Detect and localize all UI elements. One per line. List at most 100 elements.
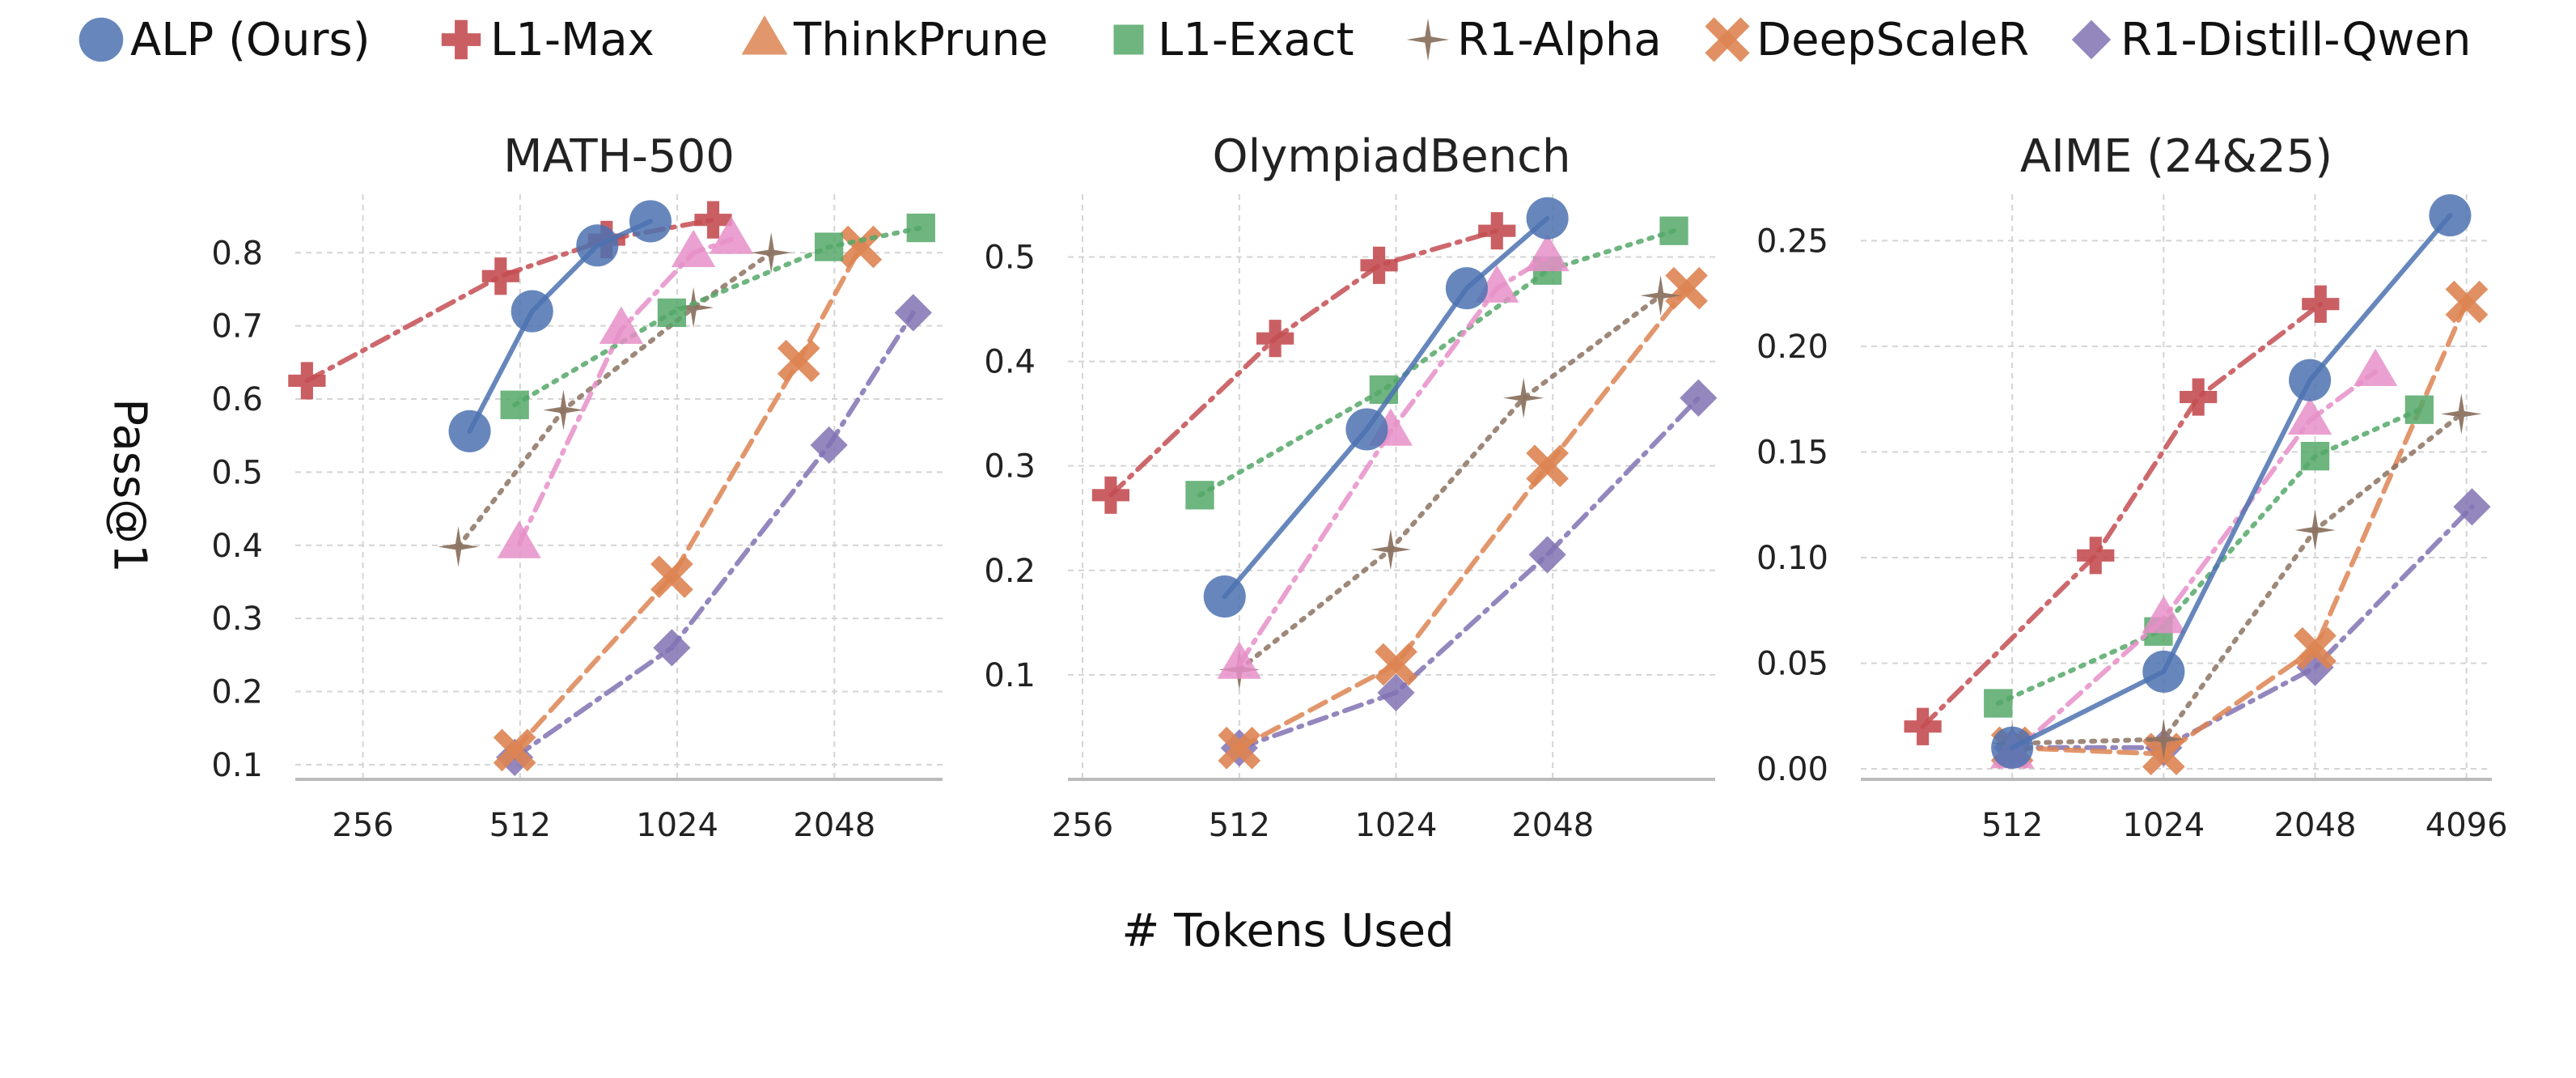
data-point: [288, 362, 326, 400]
legend-marker-r1distill: [2071, 19, 2112, 60]
chart-title: MATH-500: [503, 130, 735, 183]
data-point: [497, 520, 541, 558]
series-line-r1alpha: [455, 250, 774, 550]
y-tick-label: 0.7: [211, 308, 263, 346]
series-alp: [448, 200, 672, 452]
y-tick-label: 0.1: [211, 747, 263, 784]
series-line-deepscaler: [512, 244, 863, 753]
data-point: [694, 201, 732, 239]
series-l1max: [1091, 212, 1516, 514]
data-point: [2294, 626, 2337, 670]
data-point: [751, 232, 792, 274]
legend-entry-r1alpha: R1-Alpha: [1404, 11, 1662, 68]
series-line-pink: [516, 237, 734, 546]
data-point: [1659, 216, 1688, 245]
data-point: [1091, 476, 1129, 514]
legend-label: ThinkPrune: [794, 13, 1049, 66]
y-tick-label: 0.8: [211, 235, 263, 272]
y-tick-label: 0.6: [211, 381, 263, 418]
series-deepscaler: [1990, 280, 2489, 776]
series-alp: [1991, 194, 2472, 769]
series-alp: [1203, 197, 1569, 618]
data-point: [1370, 528, 1412, 571]
series-r1distill: [1220, 379, 1718, 767]
series-line-deepscaler: [1236, 286, 1689, 751]
data-point: [448, 410, 491, 452]
legend-label: L1-Max: [490, 13, 655, 66]
series-line-l1max: [1920, 301, 2324, 729]
legend-entry-thinkprune: ThinkPrune: [740, 11, 1048, 68]
legend-marker-deepscaler: [1705, 17, 1750, 62]
data-point: [599, 306, 644, 344]
chart-panel-2: 256 512 1024 2048 0.1 0.2 0.3 0.4 0.5 OlympiadBen…: [984, 130, 1718, 844]
legend-entry-r1distill: R1-Distill-Qwen: [2067, 11, 2471, 68]
legend-entry-l1max: L1-Max: [437, 11, 655, 68]
series-deepscaler: [1218, 266, 1708, 770]
data-point: [709, 216, 754, 254]
data-point: [1375, 643, 1417, 686]
chart-title: AIME (24&25): [2020, 130, 2332, 183]
y-tick-label: 0.10: [1756, 540, 1828, 577]
x-tick-label: 256: [332, 807, 393, 844]
chart-panel-3: 512 1024 2048 4096 0.00 0.05 0.10 0.15 0.20 0.25 A…: [1756, 130, 2508, 844]
y-tick-label: 0.4: [984, 344, 1036, 381]
y-tick-label: 0.4: [211, 528, 263, 565]
data-point: [511, 290, 553, 333]
x-tick-label: 512: [1981, 807, 2043, 844]
x-tick-label: 512: [1209, 807, 1270, 844]
data-point: [1503, 377, 1544, 418]
data-point: [1680, 379, 1718, 417]
series-r1distill: [496, 294, 932, 776]
series-line-pink: [2010, 369, 2379, 757]
data-point: [576, 224, 619, 267]
data-point: [1478, 212, 1516, 250]
series-line-r1alpha: [2010, 411, 2464, 746]
y-tick-label: 0.3: [211, 601, 263, 638]
data-point: [650, 555, 693, 599]
data-point: [672, 286, 714, 329]
data-point: [1345, 408, 1388, 451]
data-point: [2353, 348, 2398, 386]
data-point: [1217, 641, 1261, 679]
legend-label: R1-Alpha: [1457, 13, 1662, 66]
y-tick-label: 0.15: [1756, 434, 1828, 471]
x-tick-label: 4096: [2426, 807, 2508, 844]
chart-panel-1: 256 512 1024 2048 0.1 0.2 0.3 0.4 0.5 0.6 0.7 0.8 MA…: [211, 130, 943, 844]
data-point: [2142, 650, 2185, 693]
x-tick-label: 2048: [1511, 807, 1594, 844]
series-r1distill: [1993, 488, 2491, 766]
data-point: [1640, 275, 1681, 316]
data-point: [2142, 596, 2186, 634]
data-point: [2445, 280, 2489, 324]
series-line-alp: [2010, 213, 2453, 750]
data-point: [493, 728, 536, 772]
data-point: [2429, 194, 2472, 237]
data-point: [1665, 266, 1708, 310]
y-tick-label: 0.2: [984, 553, 1036, 590]
data-point: [481, 257, 519, 295]
data-point: [2287, 397, 2332, 435]
legend-label: ALP (Ours): [130, 13, 371, 66]
data-point: [2077, 537, 2115, 575]
legend: ALP (Ours) L1-Max ThinkPrune L1-Exact R1-Alp…: [0, 0, 2576, 81]
data-point: [777, 339, 820, 383]
y-tick-label: 0.2: [211, 674, 263, 711]
legend-marker-l1exact: [1113, 24, 1144, 55]
legend-marker-r1alpha: [1406, 18, 1450, 62]
y-tick-label: 0.1: [984, 657, 1036, 694]
y-tick-label: 0.00: [1756, 751, 1828, 788]
series-line-r1distill: [512, 310, 916, 760]
data-point: [2300, 442, 2330, 471]
legend-marker-alp: [78, 17, 124, 62]
chart-title: OlympiadBench: [1213, 130, 1571, 183]
data-point: [438, 526, 479, 567]
series-line-l1max: [1108, 228, 1500, 498]
series-pink: [497, 216, 754, 558]
series-line-l1exact: [512, 225, 924, 408]
data-point: [1256, 320, 1294, 358]
x-tick-label: 256: [1052, 807, 1113, 844]
series-line-deepscaler: [2010, 299, 2469, 757]
data-point: [653, 629, 691, 667]
series-line-l1exact: [1197, 228, 1676, 498]
